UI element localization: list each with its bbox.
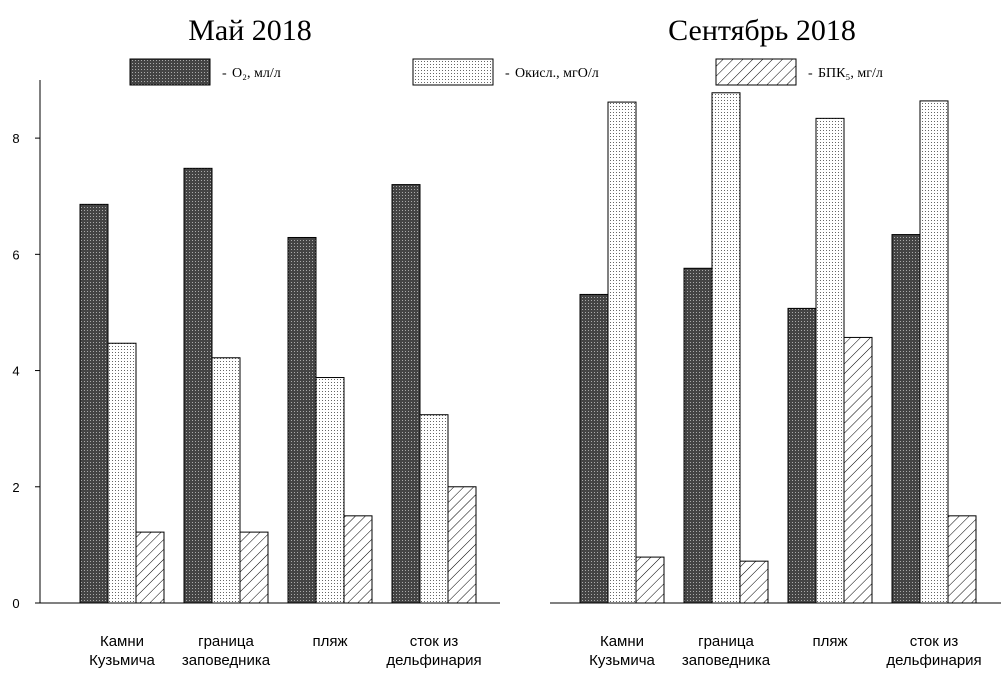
x-tick-label: пляж — [812, 633, 847, 650]
bar — [787, 307, 817, 604]
bar — [607, 101, 637, 604]
legend-swatch — [412, 58, 494, 86]
x-tick-label: сток из дельфинария — [886, 633, 981, 669]
bar — [79, 203, 109, 604]
y-tick-label: 4 — [12, 364, 19, 379]
bar — [447, 486, 477, 604]
bar — [419, 414, 449, 604]
bar — [843, 336, 873, 604]
bar — [211, 357, 241, 604]
x-tick-label: пляж — [312, 633, 347, 650]
legend-dash: - — [808, 66, 813, 81]
legend-swatch — [715, 58, 797, 86]
x-tick-label: Камни Кузьмича — [89, 633, 155, 669]
bar — [919, 100, 949, 604]
bar — [579, 293, 609, 604]
bar — [683, 267, 713, 604]
legend-swatch — [129, 58, 211, 86]
bar — [739, 560, 769, 604]
bar — [107, 342, 137, 604]
bar — [635, 556, 665, 604]
legend-dash: - — [505, 66, 510, 81]
chart-title: Сентябрь 2018 — [668, 14, 856, 47]
bar — [315, 377, 345, 604]
bar — [343, 515, 373, 604]
y-tick-label: 6 — [12, 247, 19, 262]
bar — [239, 531, 269, 604]
x-tick-label: граница заповедника — [682, 633, 771, 669]
bar — [135, 531, 165, 604]
bar — [711, 92, 741, 604]
y-tick-label: 0 — [12, 596, 19, 611]
bar — [891, 234, 921, 604]
x-tick-label: Камни Кузьмича — [589, 633, 655, 669]
y-tick-label: 8 — [12, 131, 19, 146]
legend-label: БПК₅, мг/л — [818, 66, 883, 81]
legend-label: Окисл., мгО/л — [515, 66, 599, 81]
chart-title: Май 2018 — [188, 14, 312, 47]
x-tick-label: сток из дельфинария — [386, 633, 481, 669]
bar — [815, 117, 845, 604]
bar — [947, 515, 977, 604]
x-tick-label: граница заповедника — [182, 633, 271, 669]
bar — [183, 167, 213, 604]
bar — [391, 184, 421, 604]
legend-label: O₂, мл/л — [232, 66, 281, 81]
y-tick-label: 2 — [12, 480, 19, 495]
legend-dash: - — [222, 66, 227, 81]
bar — [287, 236, 317, 604]
